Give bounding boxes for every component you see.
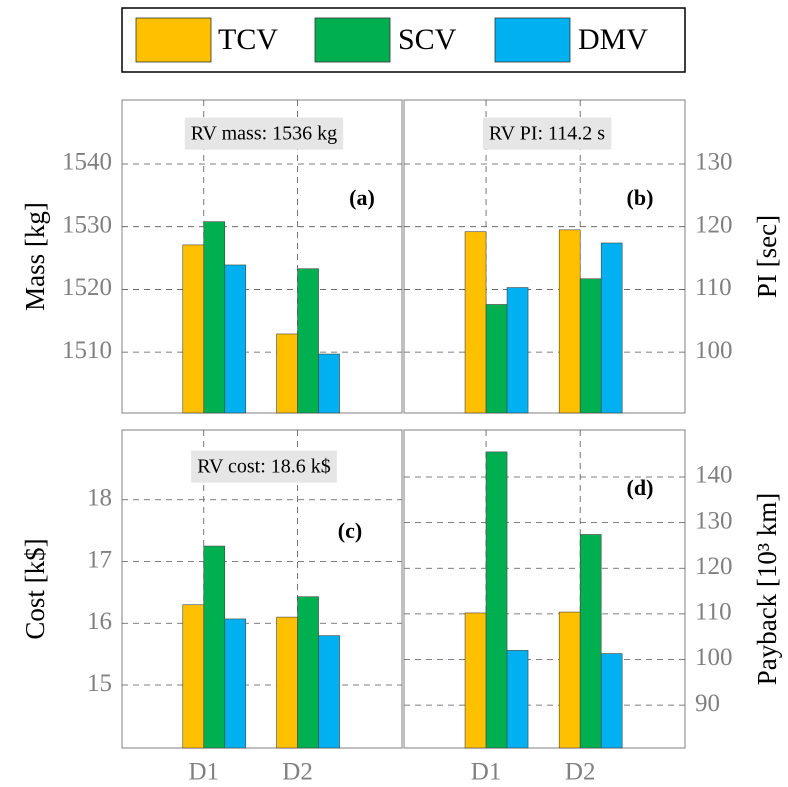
legend-box [121, 7, 686, 73]
panel-label: (c) [338, 518, 362, 543]
panel: 1510 1520 1530 1540 RV mass: 1536 kg (a) Mass … [20, 99, 403, 414]
y-tick-label: 110 [695, 599, 732, 626]
legend-swatch [494, 17, 571, 63]
legend-label: SCV [398, 23, 457, 56]
x-tick-label: D1 [188, 759, 219, 786]
bar [182, 604, 205, 749]
y-tick-label: 100 [695, 644, 733, 671]
y-axis-label: PI [sec] [752, 215, 782, 298]
annotation-box [482, 117, 612, 150]
annotation: RV PI: 114.2 s [489, 123, 605, 145]
bar [203, 545, 226, 749]
y-tick-label: 110 [695, 274, 732, 301]
annotation-box [184, 117, 344, 150]
bar [224, 618, 247, 749]
plot-area [403, 99, 686, 414]
bar [203, 221, 226, 414]
bar [297, 268, 319, 414]
y-tick-label: 16 [87, 608, 112, 635]
y-tick-label: 15 [87, 670, 112, 697]
bar [506, 650, 529, 749]
legend-swatch [135, 17, 212, 63]
y-axis-label: Mass [kg] [20, 202, 50, 311]
bar [276, 333, 298, 414]
y-tick-label: 100 [695, 337, 733, 364]
bar [464, 612, 487, 749]
panel: 15 16 17 18 D1 D2 RV cost: 18.6 k$ (c) Cost [k$] [20, 429, 403, 786]
bar [600, 653, 623, 749]
y-tick-label: 17 [87, 546, 112, 573]
y-tick-label: 1520 [62, 274, 112, 301]
plot-area [403, 429, 686, 749]
bar [297, 596, 319, 749]
y-tick-label: 130 [695, 507, 733, 534]
panel-label: (a) [349, 185, 375, 210]
annotation-box [191, 450, 337, 483]
x-tick-label: D2 [282, 759, 313, 786]
y-axis-label: Payback [10³ km] [752, 493, 782, 686]
x-tick-label: D2 [565, 759, 596, 786]
bar [579, 534, 602, 749]
bar [276, 616, 298, 749]
bar [558, 611, 581, 749]
bar [558, 229, 581, 414]
y-tick-label: 18 [87, 485, 112, 512]
bar [318, 353, 340, 414]
annotation: RV cost: 18.6 k$ [197, 456, 331, 478]
legend-swatch [314, 17, 391, 63]
plot-area [121, 429, 403, 749]
y-tick-label: 140 [695, 462, 733, 489]
y-axis-label: Cost [k$] [20, 538, 50, 639]
panel-label: (b) [627, 185, 654, 210]
y-tick-label: 1540 [62, 149, 112, 176]
panel-label: (d) [627, 475, 654, 500]
bar [464, 231, 487, 414]
bar [579, 278, 602, 414]
legend-label: TCV [218, 23, 278, 56]
bar [600, 242, 623, 414]
y-tick-label: 130 [695, 149, 733, 176]
bar [224, 264, 247, 414]
panel: 100 110 120 130 RV PI: 114.2 s (b) PI [sec] [403, 99, 782, 414]
annotation: RV mass: 1536 kg [191, 123, 337, 145]
bar [506, 287, 529, 414]
y-tick-label: 90 [695, 690, 720, 717]
bar [318, 635, 340, 749]
y-tick-label: 120 [695, 211, 733, 238]
x-tick-label: D1 [471, 759, 502, 786]
y-tick-label: 120 [695, 553, 733, 580]
y-tick-label: 1530 [62, 211, 112, 238]
plot-area [121, 99, 403, 414]
y-tick-label: 1510 [62, 337, 112, 364]
bar [485, 304, 508, 414]
panel: 90 100 110 120 130 140 D1 D2 (d) Payback [10³ km] [403, 429, 782, 786]
legend-label: DMV [578, 23, 648, 56]
bar [182, 244, 205, 414]
bar [485, 451, 508, 749]
